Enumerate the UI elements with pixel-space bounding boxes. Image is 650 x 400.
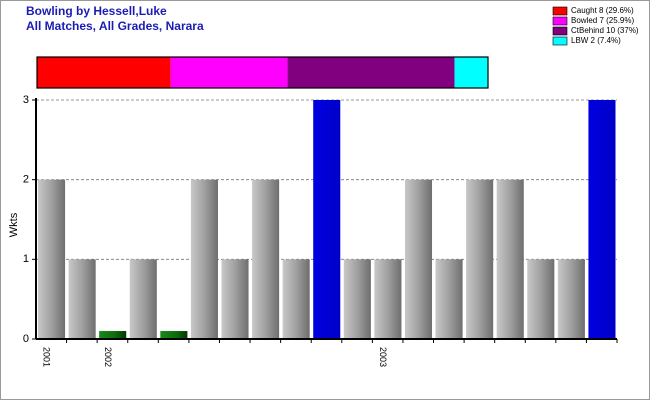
bar <box>252 179 280 339</box>
y-tick-label: 2 <box>23 174 29 186</box>
bar <box>557 259 585 339</box>
bar <box>282 259 310 339</box>
bar <box>588 100 616 339</box>
bar <box>435 259 463 339</box>
chart-subtitle: All Matches, All Grades, Narara <box>26 19 204 33</box>
y-tick-label: 3 <box>23 94 29 106</box>
legend-swatch <box>552 6 568 16</box>
legend-label: Caught 8 (29.6%) <box>571 6 634 15</box>
y-tick-label: 0 <box>23 333 29 345</box>
legend-label: Bowled 7 (25.9%) <box>571 16 634 25</box>
bar <box>527 259 555 339</box>
bar <box>404 179 433 339</box>
x-tick-label: 2001 <box>42 347 52 367</box>
bar <box>190 179 218 339</box>
legend-label: LBW 2 (7.4%) <box>571 36 621 45</box>
bar <box>38 179 66 339</box>
bar <box>160 331 188 339</box>
x-tick-label: 2002 <box>103 347 113 367</box>
bar <box>343 259 371 339</box>
y-axis-label: Wkts <box>8 212 20 237</box>
bar <box>99 331 127 339</box>
bar <box>496 179 524 339</box>
y-tick-label: 1 <box>23 253 29 265</box>
proportion-segment <box>170 57 288 88</box>
bar <box>374 259 402 339</box>
proportion-frame <box>36 56 489 89</box>
proportion-segment <box>37 57 171 88</box>
bar <box>221 259 249 339</box>
bar <box>129 259 157 339</box>
bar <box>466 179 494 339</box>
proportion-segment <box>454 57 488 88</box>
proportion-segment <box>287 57 455 88</box>
bar <box>68 259 96 339</box>
x-tick-label: 2003 <box>378 347 388 367</box>
legend-swatch <box>552 26 568 36</box>
legend-swatch <box>552 16 568 26</box>
legend-label: CtBehind 10 (37%) <box>571 26 639 35</box>
chart-title: Bowling by Hessell,Luke <box>26 4 167 18</box>
legend-swatch <box>552 36 568 46</box>
bar <box>313 100 341 339</box>
